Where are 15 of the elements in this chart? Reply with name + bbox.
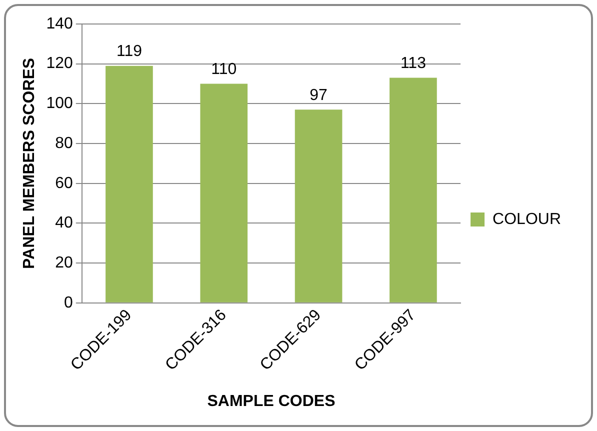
data-label: 110 xyxy=(211,61,237,78)
y-tick-label: 120 xyxy=(46,55,73,72)
y-axis-title: PANEL MEMBERS SCORES xyxy=(21,58,38,269)
y-tick-label: 140 xyxy=(46,15,73,32)
y-tick-label: 40 xyxy=(55,214,73,232)
x-axis-title: SAMPLE CODES xyxy=(207,392,336,410)
y-tick-label: 0 xyxy=(64,294,73,312)
data-label: 113 xyxy=(400,55,426,72)
data-label: 119 xyxy=(116,43,142,60)
y-tick-label: 80 xyxy=(55,134,73,152)
y-tick-label: 100 xyxy=(46,95,73,112)
y-tick-label: 60 xyxy=(55,174,73,192)
legend-label: COLOUR xyxy=(492,210,561,228)
data-label: 97 xyxy=(310,87,328,104)
y-tick-label: 20 xyxy=(55,254,73,272)
